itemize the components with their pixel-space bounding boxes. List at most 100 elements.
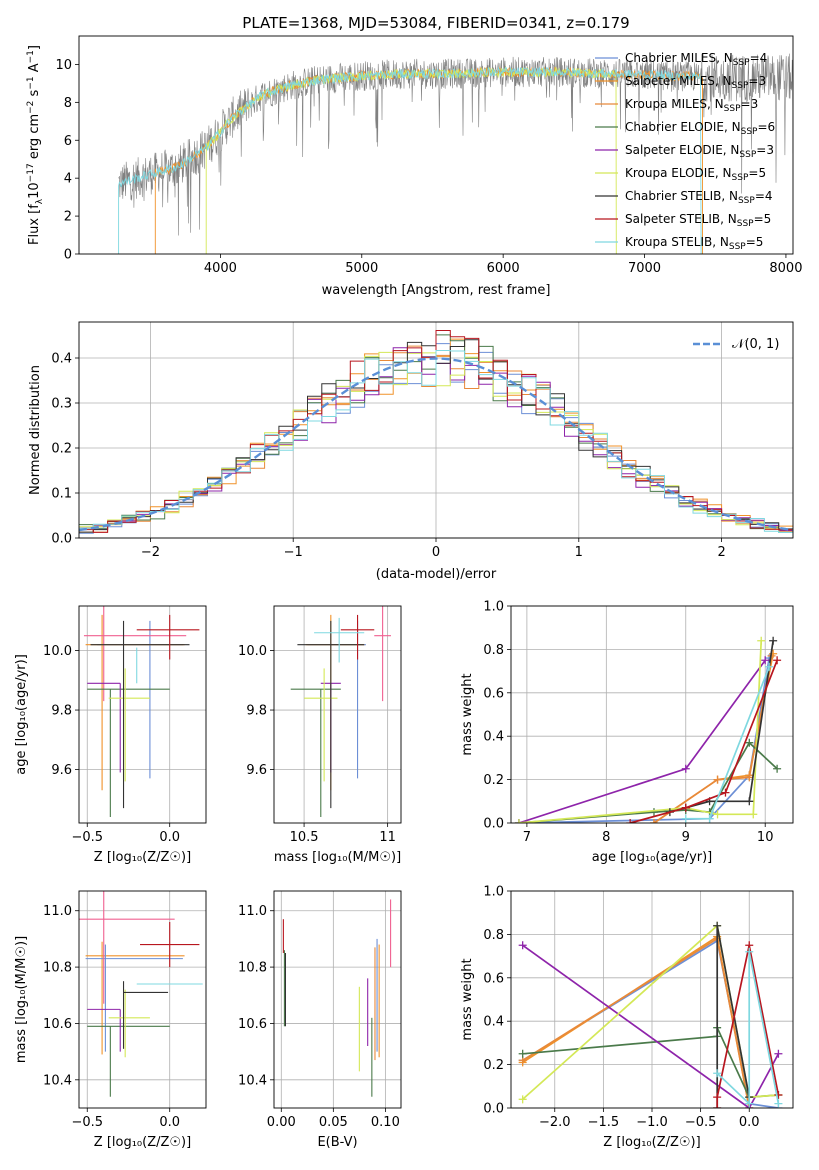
x-tick-label: 6000 (487, 261, 520, 276)
series-marker (518, 941, 527, 950)
y-tick-label: 10.8 (238, 961, 267, 976)
x-axis-label: mass [log₁₀(M/M☉)] (274, 850, 401, 865)
series-marker (773, 764, 782, 773)
x-tick-label: 0.00 (267, 1115, 296, 1130)
y-tick-label: 0.4 (483, 1015, 504, 1030)
legend-tail: =3 (748, 74, 766, 88)
x-tick-label: 1 (575, 545, 583, 560)
x-tick-label: 0.0 (159, 830, 180, 845)
axes-frame (273, 890, 402, 1109)
series-marker (681, 814, 690, 823)
series-marker (765, 662, 774, 671)
legend-tail: =5 (754, 212, 772, 226)
legend-label: Chabrier ELODIE, N (625, 120, 741, 134)
plot-area (118, 53, 793, 254)
axes-frame (78, 35, 794, 255)
legend-label: Chabrier MILES, N (625, 51, 733, 65)
series-marker (745, 738, 754, 747)
plot-area (79, 330, 793, 534)
y-tick-label: 0.2 (483, 773, 504, 788)
series-marker (649, 819, 658, 823)
y-tick-label: 10 (55, 58, 72, 73)
legend-sub: SSP (732, 173, 749, 183)
y-axis-label: age [log₁₀(age/yr)] (14, 654, 29, 775)
chart-mass-weight-vs-Z: −2.0 −1.5 −1.0 −0.5 0.0 0.0 0.2 0.4 0.6 0.8 1.0 Z [… (460, 885, 794, 1150)
histogram-series (79, 345, 793, 533)
legend-entry: Chabrier STELIB, NSSP=4 (625, 189, 773, 206)
x-tick-label: −0.5 (685, 1115, 717, 1130)
axes-frame (273, 605, 402, 824)
series-marker (681, 764, 690, 773)
legend-entry: Kroupa MILES, NSSP=3 (625, 97, 758, 114)
legend-entry: Salpeter MILES, NSSP=3 (625, 74, 766, 91)
y-tick-label: 0.3 (51, 397, 72, 412)
y-tick-label: 8 (64, 96, 72, 111)
y-tick-label: 11.0 (43, 904, 72, 919)
series-marker (774, 1049, 783, 1058)
x-tick-label: 4000 (204, 261, 237, 276)
series-marker (745, 773, 754, 782)
series-line (522, 939, 779, 1108)
x-tick-label: −2.0 (539, 1115, 571, 1130)
chart-age-vs-Z: −0.5 0.0 9.6 9.8 10.0 Z [log₁₀(Z/Z☉)] age [log… (14, 605, 207, 865)
y-tick-label: 0.4 (51, 352, 72, 367)
series-marker (518, 1049, 527, 1058)
y-label-part: −1 (26, 50, 36, 63)
legend-label: Kroupa MILES, N (625, 97, 724, 111)
x-tick-label: −2 (141, 545, 160, 560)
legend-sub: SSP (724, 104, 741, 114)
chart-mass-vs-EBV: 0.00 0.05 0.10 10.4 10.6 10.8 11.0 E(B-V) (238, 890, 402, 1150)
y-axis-label: mass [log₁₀(M/M☉)] (14, 936, 29, 1063)
y-tick-label: 0.8 (483, 928, 504, 943)
series-marker (721, 788, 730, 797)
y-tick-label: 10.6 (238, 1017, 267, 1032)
y-label-part: −1 (26, 76, 36, 89)
legend-tail: =5 (748, 166, 766, 180)
series-marker (518, 1095, 527, 1104)
series-marker (713, 1093, 722, 1102)
legend-label: Kroupa STELIB, N (625, 235, 729, 249)
series-marker (774, 1099, 783, 1108)
x-tick-label: 10 (757, 830, 774, 845)
series-line (716, 951, 780, 1106)
legend-tail: =5 (746, 235, 764, 249)
y-tick-label: 0 (64, 248, 72, 263)
x-tick-label: 0.0 (739, 1115, 760, 1130)
x-axis-label: (data-model)/error (376, 567, 497, 582)
y-tick-label: 0.1 (51, 487, 72, 502)
chart-residuals: −2 −1 0 1 2 0.0 0.1 0.2 0.3 0.4 (data-model)/error… (28, 321, 794, 582)
x-axis-label: Z [log₁₀(Z/Z☉)] (603, 1135, 700, 1150)
y-tick-label: 0.0 (51, 532, 72, 547)
legend-label: Chabrier STELIB, N (625, 189, 738, 203)
axes-frame (510, 605, 794, 824)
series-marker (774, 1090, 783, 1099)
y-tick-label: 0.0 (483, 817, 504, 832)
x-tick-label: 0.10 (371, 1115, 400, 1130)
plot-area (83, 606, 200, 818)
series-marker (745, 1099, 754, 1108)
legend-sub: SSP (729, 242, 746, 252)
x-tick-label: −0.5 (71, 830, 103, 845)
legend-entry: Chabrier ELODIE, NSSP=6 (625, 120, 775, 137)
plot-area (282, 899, 392, 1097)
series-marker (761, 656, 770, 665)
series-marker (626, 819, 635, 823)
y-label-part: λ (35, 198, 45, 204)
series-line (653, 655, 773, 823)
x-tick-label: −1.5 (588, 1115, 620, 1130)
x-axis-label: age [log₁₀(age/yr)] (592, 850, 713, 865)
series-marker (749, 810, 758, 819)
y-axis-label: Flux [fλ10−17 erg cm−2 s−1 A−1] (26, 45, 45, 245)
x-tick-label: 8 (602, 830, 610, 845)
x-tick-label: 0.0 (159, 1115, 180, 1130)
y-label-part: −17 (26, 163, 36, 182)
x-tick-label: 0.05 (319, 1115, 348, 1130)
series-marker (745, 797, 754, 806)
series-marker (769, 636, 778, 645)
y-tick-label: 10.8 (43, 961, 72, 976)
y-tick-label: 0.6 (483, 686, 504, 701)
y-label-part: erg cm (27, 114, 42, 163)
y-tick-label: 9.6 (51, 763, 72, 778)
series-marker (681, 803, 690, 812)
